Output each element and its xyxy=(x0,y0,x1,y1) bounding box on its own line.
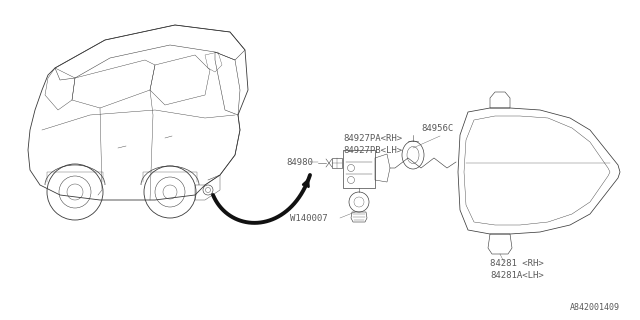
Text: 84980: 84980 xyxy=(286,157,313,166)
Text: 84927PB<LH>: 84927PB<LH> xyxy=(343,146,402,155)
Text: W140007: W140007 xyxy=(290,213,328,222)
Text: 84927PA<RH>: 84927PA<RH> xyxy=(343,133,402,142)
Text: 84956C: 84956C xyxy=(421,124,453,132)
Text: A842001409: A842001409 xyxy=(570,303,620,313)
Text: 84281A<LH>: 84281A<LH> xyxy=(490,271,544,281)
Text: 84281 <RH>: 84281 <RH> xyxy=(490,260,544,268)
